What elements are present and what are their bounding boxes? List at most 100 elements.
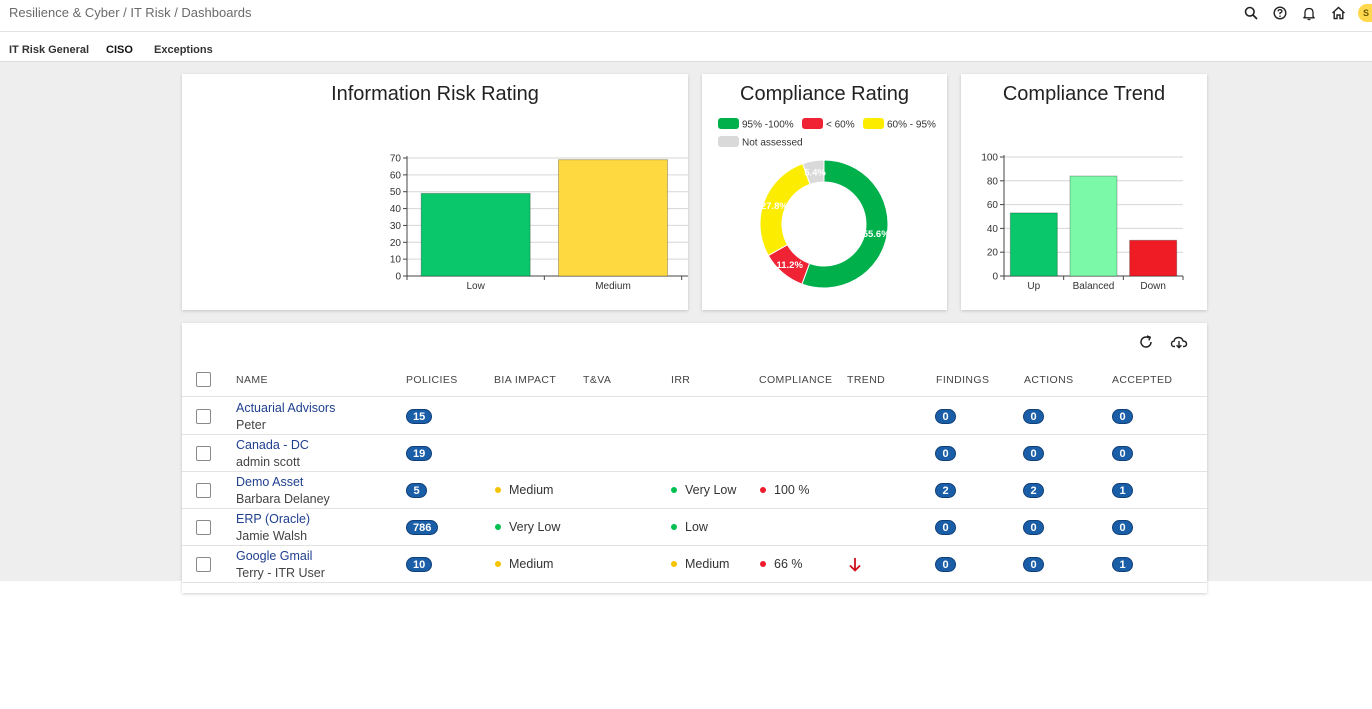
bia-impact-value: Very Low: [495, 520, 560, 534]
search-icon[interactable]: [1242, 4, 1260, 22]
header-tva[interactable]: T&VA: [583, 374, 612, 386]
information-risk-rating-title: Information Risk Rating: [331, 83, 539, 105]
actions-count-badge[interactable]: 2: [1023, 483, 1044, 498]
policies-count-badge[interactable]: 786: [406, 520, 439, 535]
legend-swatch: [718, 118, 739, 129]
y-tick-label: 100: [981, 153, 998, 164]
asset-owner: Peter: [236, 418, 266, 432]
table-row[interactable]: Demo Asset Barbara Delaney 5 Medium Very…: [182, 472, 1207, 509]
policies-count-badge[interactable]: 15: [406, 409, 433, 424]
top-bar: Resilience & Cyber / IT Risk / Dashboard…: [0, 0, 1372, 32]
asset-owner: Terry - ITR User: [236, 566, 325, 580]
y-tick-label: 20: [987, 248, 999, 259]
legend-swatch: [718, 136, 739, 147]
bar: [1009, 212, 1058, 277]
tab-exceptions[interactable]: Exceptions: [154, 44, 213, 56]
pie-slice-label: 27.8%: [761, 201, 788, 212]
table-row[interactable]: Google Gmail Terry - ITR User 10 Medium …: [182, 546, 1207, 583]
header-trend[interactable]: TREND: [847, 374, 886, 386]
status-dot: [671, 487, 677, 493]
bar: [1129, 239, 1178, 277]
asset-name-link[interactable]: Google Gmail: [236, 549, 313, 563]
bell-icon[interactable]: [1300, 4, 1318, 22]
refresh-icon[interactable]: [1137, 333, 1155, 351]
actions-count-badge[interactable]: 0: [1023, 409, 1044, 424]
table-row[interactable]: Canada - DC admin scott 19 0 0 0: [182, 435, 1207, 472]
irr-value: Low: [671, 520, 708, 534]
tab-bar: IT Risk General CISO Exceptions: [0, 33, 1372, 62]
compliance-rating-card: Compliance Rating 95% -100% < 60% 60% - 95…: [702, 74, 947, 310]
pie-slice: [801, 159, 889, 289]
header-name[interactable]: NAME: [236, 374, 268, 386]
actions-count-badge[interactable]: 0: [1023, 520, 1044, 535]
accepted-count-badge[interactable]: 1: [1112, 557, 1133, 572]
policies-count-badge[interactable]: 5: [406, 483, 427, 498]
tab-ciso[interactable]: CISO: [106, 44, 133, 56]
policies-count-badge[interactable]: 10: [406, 557, 433, 572]
accepted-count-badge[interactable]: 0: [1112, 446, 1133, 461]
findings-count-badge[interactable]: 0: [935, 446, 956, 461]
y-tick-label: 60: [987, 200, 999, 211]
row-checkbox[interactable]: [196, 483, 211, 498]
bar: [558, 159, 668, 277]
asset-name-link[interactable]: ERP (Oracle): [236, 512, 311, 526]
cloud-download-icon[interactable]: [1170, 333, 1188, 351]
table-row[interactable]: ERP (Oracle) Jamie Walsh 786 Very Low Lo…: [182, 509, 1207, 546]
assets-table-card: NAME POLICIES BIA IMPACT T&VA IRR COMPLI…: [182, 323, 1207, 593]
tab-it-risk-general[interactable]: IT Risk General: [9, 44, 90, 56]
header-findings[interactable]: FINDINGS: [936, 374, 990, 386]
irr-value: Medium: [671, 557, 729, 571]
header-compliance[interactable]: COMPLIANCE: [759, 374, 833, 386]
y-tick-label: 30: [390, 221, 402, 232]
avatar[interactable]: S: [1358, 4, 1372, 22]
breadcrumb[interactable]: Resilience & Cyber / IT Risk / Dashboard…: [9, 5, 252, 20]
select-all-checkbox[interactable]: [196, 372, 211, 387]
header-actions[interactable]: ACTIONS: [1024, 374, 1074, 386]
findings-count-badge[interactable]: 0: [935, 409, 956, 424]
compliance-value: 66 %: [760, 557, 803, 571]
bia-impact-text: Medium: [509, 557, 554, 571]
accepted-count-badge[interactable]: 0: [1112, 409, 1133, 424]
policies-count-badge[interactable]: 19: [406, 446, 433, 461]
y-tick-label: 60: [390, 170, 402, 181]
header-policies[interactable]: POLICIES: [406, 374, 458, 386]
home-icon[interactable]: [1329, 4, 1347, 22]
accepted-count-badge[interactable]: 1: [1112, 483, 1133, 498]
pie-slice-label: 5.4%: [804, 167, 826, 178]
x-tick-label: Medium: [595, 281, 631, 292]
header-irr[interactable]: IRR: [671, 374, 691, 386]
row-checkbox[interactable]: [196, 557, 211, 572]
compliance-trend-card: Compliance Trend 0 20 40 60 80 100 Up Balanced D…: [961, 74, 1207, 310]
help-icon[interactable]: [1271, 4, 1289, 22]
asset-name-link[interactable]: Actuarial Advisors: [236, 401, 336, 415]
status-dot: [760, 487, 766, 493]
asset-name-link[interactable]: Canada - DC: [236, 438, 309, 452]
actions-count-badge[interactable]: 0: [1023, 557, 1044, 572]
compliance-value: 100 %: [760, 483, 809, 497]
y-tick-label: 50: [390, 187, 402, 198]
compliance-rating-chart: 95% -100% < 60% 60% - 95% Not assessed 55.6%…: [718, 118, 936, 289]
findings-count-badge[interactable]: 2: [935, 483, 956, 498]
irr-text: Low: [685, 520, 708, 534]
findings-count-badge[interactable]: 0: [935, 520, 956, 535]
table-row[interactable]: Actuarial Advisors Peter 15 0 0 0: [182, 398, 1207, 435]
findings-count-badge[interactable]: 0: [935, 557, 956, 572]
legend-swatch: [863, 118, 884, 129]
irr-text: Medium: [685, 557, 730, 571]
row-checkbox[interactable]: [196, 520, 211, 535]
y-tick-label: 80: [987, 176, 999, 187]
y-tick-label: 0: [992, 272, 998, 283]
row-checkbox[interactable]: [196, 446, 211, 461]
bar: [420, 192, 531, 277]
header-accepted[interactable]: ACCEPTED: [1112, 374, 1173, 386]
actions-count-badge[interactable]: 0: [1023, 446, 1044, 461]
x-tick-label: Down: [1140, 281, 1166, 292]
row-checkbox[interactable]: [196, 409, 211, 424]
accepted-count-badge[interactable]: 0: [1112, 520, 1133, 535]
y-tick-label: 40: [987, 224, 999, 235]
status-dot: [760, 561, 766, 567]
status-dot: [495, 487, 501, 493]
top-icons: S: [1242, 4, 1372, 22]
asset-name-link[interactable]: Demo Asset: [236, 475, 304, 489]
header-bia-impact[interactable]: BIA IMPACT: [494, 374, 557, 386]
